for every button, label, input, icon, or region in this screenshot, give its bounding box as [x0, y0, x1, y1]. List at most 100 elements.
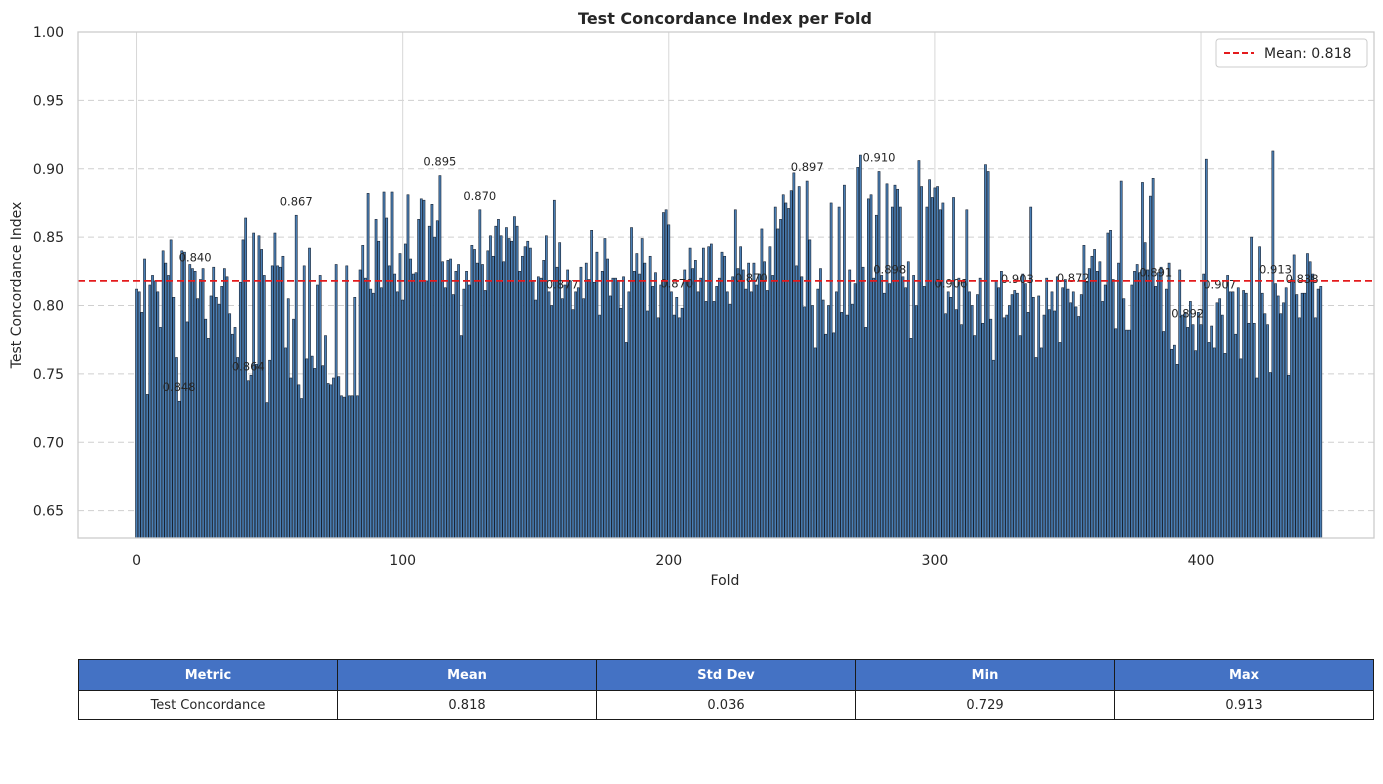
bar — [800, 276, 804, 539]
bar — [576, 287, 580, 539]
bar — [1159, 266, 1163, 539]
bar — [614, 277, 617, 539]
bar — [893, 184, 897, 539]
bar — [1263, 313, 1267, 539]
bar — [156, 291, 160, 539]
bar — [249, 374, 253, 539]
bar — [254, 364, 258, 539]
bar — [1223, 353, 1227, 539]
bar — [944, 313, 947, 539]
bar — [1228, 291, 1232, 539]
bar — [244, 217, 248, 539]
bar — [781, 194, 785, 539]
bar — [1175, 364, 1179, 539]
bar — [1087, 268, 1091, 539]
bar — [1314, 317, 1317, 539]
bar — [523, 246, 527, 539]
bar — [207, 338, 210, 539]
y-tick-label: 0.70 — [33, 435, 64, 451]
bar — [989, 318, 993, 539]
y-tick-label: 0.90 — [33, 162, 64, 178]
bar — [670, 291, 673, 539]
bar — [563, 284, 567, 539]
bar — [901, 276, 905, 539]
bar — [925, 206, 929, 539]
bar — [968, 291, 971, 539]
bar — [1077, 316, 1080, 539]
bar — [1207, 342, 1211, 539]
bar — [177, 400, 181, 539]
bar — [185, 321, 189, 539]
bar — [973, 335, 977, 539]
bar — [627, 291, 631, 539]
bar — [1239, 358, 1243, 539]
bar — [768, 246, 772, 539]
bar — [1250, 236, 1253, 539]
bar — [1029, 206, 1033, 539]
bar — [310, 355, 314, 539]
bar — [930, 197, 934, 539]
summary-header-row: Metric Mean Std Dev Min Max — [78, 659, 1374, 691]
bar — [1316, 288, 1320, 539]
bar — [1021, 273, 1025, 539]
bar — [204, 318, 208, 539]
bar — [646, 310, 649, 539]
bar — [1042, 314, 1046, 539]
bar — [369, 288, 373, 539]
header-max: Max — [1114, 659, 1374, 691]
bar — [366, 193, 370, 539]
bar — [1191, 324, 1195, 539]
bar — [1199, 324, 1203, 539]
bar — [454, 271, 458, 539]
bar — [678, 317, 681, 539]
bar — [529, 247, 532, 539]
bar — [720, 251, 724, 539]
bar — [691, 268, 695, 539]
bar — [1234, 333, 1237, 539]
bar — [300, 398, 303, 539]
bar — [289, 377, 293, 539]
bar — [209, 295, 213, 539]
bar — [851, 303, 854, 539]
bar — [483, 290, 487, 539]
bar — [898, 206, 902, 539]
header-metric: Metric — [78, 659, 338, 691]
bar — [313, 368, 317, 539]
bar — [1071, 291, 1075, 539]
bar — [1008, 305, 1011, 539]
bar — [1311, 273, 1315, 539]
bar-value-label: 0.840 — [179, 250, 212, 264]
bar — [1000, 271, 1003, 539]
bar — [1122, 298, 1126, 539]
table-row: Test Concordance 0.818 0.036 0.729 0.913 — [78, 690, 1374, 720]
bar — [1133, 271, 1136, 539]
bar — [1082, 245, 1086, 539]
bar — [1066, 288, 1070, 539]
bar — [1298, 317, 1301, 539]
bar — [723, 255, 727, 539]
bar — [1274, 283, 1277, 539]
bar — [1074, 306, 1078, 539]
bar — [853, 283, 857, 539]
bar — [914, 305, 918, 539]
bar — [1130, 284, 1134, 539]
bar — [486, 250, 490, 539]
bar — [1047, 309, 1051, 539]
bar — [888, 283, 892, 539]
bar — [465, 271, 468, 539]
bar — [137, 291, 141, 539]
bar — [574, 291, 578, 539]
bar — [771, 275, 774, 539]
bar — [917, 160, 921, 539]
bar — [294, 214, 298, 539]
bar — [885, 183, 889, 539]
bar-value-label: 0.892 — [1171, 306, 1204, 320]
bar — [986, 171, 990, 539]
bar — [755, 284, 758, 539]
bar — [1215, 302, 1219, 539]
bar — [228, 313, 232, 539]
bar — [380, 287, 383, 539]
bar — [1002, 317, 1006, 539]
bar — [816, 288, 820, 539]
bar — [494, 225, 498, 539]
